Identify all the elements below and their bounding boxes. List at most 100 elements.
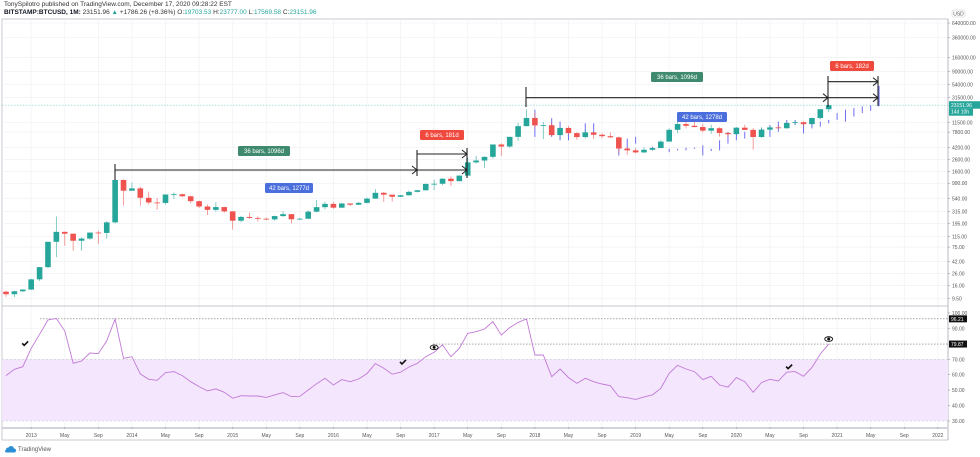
candle[interactable] bbox=[120, 179, 127, 206]
candle[interactable] bbox=[95, 230, 102, 245]
candle[interactable] bbox=[229, 211, 236, 230]
candle[interactable] bbox=[187, 195, 194, 204]
candle[interactable] bbox=[288, 214, 295, 224]
candle[interactable] bbox=[145, 191, 152, 205]
candle[interactable] bbox=[263, 217, 270, 220]
candle[interactable] bbox=[372, 189, 379, 199]
candle[interactable] bbox=[725, 132, 731, 137]
tradingview-brand[interactable]: TradingView bbox=[18, 446, 52, 453]
candle[interactable] bbox=[708, 124, 714, 134]
candle[interactable] bbox=[809, 117, 815, 126]
candle[interactable] bbox=[456, 175, 463, 182]
candle[interactable] bbox=[716, 127, 723, 137]
candle[interactable] bbox=[355, 201, 362, 205]
candle[interactable] bbox=[297, 217, 303, 220]
candle[interactable] bbox=[28, 278, 34, 291]
candle[interactable] bbox=[70, 233, 76, 251]
candle[interactable] bbox=[112, 179, 118, 224]
candle[interactable] bbox=[280, 211, 286, 218]
rsi-line[interactable] bbox=[5, 317, 830, 400]
candle[interactable] bbox=[582, 130, 589, 139]
candle[interactable] bbox=[11, 290, 18, 297]
candle[interactable] bbox=[78, 237, 85, 251]
candle[interactable] bbox=[422, 183, 429, 191]
candle[interactable] bbox=[397, 194, 404, 197]
candle[interactable] bbox=[574, 132, 580, 140]
candle[interactable] bbox=[204, 204, 211, 215]
candle[interactable] bbox=[473, 155, 479, 164]
symbol-name[interactable]: BITSTAMP:BTCUSD, 1M: bbox=[4, 9, 81, 16]
candle[interactable] bbox=[616, 136, 622, 153]
candle[interactable] bbox=[255, 216, 261, 222]
candle[interactable] bbox=[271, 215, 278, 221]
candle[interactable] bbox=[53, 216, 60, 258]
candle[interactable] bbox=[330, 202, 337, 209]
candle[interactable] bbox=[213, 202, 219, 212]
candle[interactable] bbox=[221, 206, 228, 213]
candle[interactable] bbox=[154, 197, 160, 210]
candle[interactable] bbox=[817, 108, 824, 120]
candle[interactable] bbox=[61, 231, 68, 246]
candle[interactable] bbox=[540, 121, 547, 140]
candle[interactable] bbox=[599, 133, 605, 139]
candle[interactable] bbox=[590, 132, 597, 140]
candle[interactable] bbox=[800, 121, 807, 127]
candle[interactable] bbox=[658, 140, 664, 149]
candle[interactable] bbox=[389, 194, 395, 202]
candle[interactable] bbox=[431, 179, 437, 191]
candle[interactable] bbox=[380, 191, 387, 202]
candle[interactable] bbox=[414, 189, 421, 193]
candle[interactable] bbox=[565, 126, 572, 135]
candle[interactable] bbox=[464, 157, 471, 176]
candle[interactable] bbox=[825, 104, 832, 113]
candle[interactable] bbox=[246, 212, 253, 219]
candle[interactable] bbox=[196, 200, 202, 208]
candle[interactable] bbox=[179, 193, 186, 198]
measurement-annotations[interactable]: 36 bars, 1096d 6 bars, 181d 42 bars, 1277d… bbox=[114, 61, 879, 193]
candle[interactable] bbox=[448, 176, 454, 186]
candle[interactable] bbox=[733, 127, 740, 136]
candle[interactable] bbox=[162, 194, 169, 205]
candle[interactable] bbox=[45, 241, 51, 269]
candle[interactable] bbox=[624, 146, 631, 155]
price-axis[interactable]: 640000.00 360000.00 160000.00 90000.00 54000… bbox=[948, 9, 980, 425]
candle[interactable] bbox=[741, 124, 748, 131]
candle[interactable] bbox=[632, 148, 639, 153]
candle[interactable] bbox=[36, 267, 43, 281]
candle[interactable] bbox=[699, 123, 706, 133]
candle[interactable] bbox=[506, 136, 513, 148]
candle[interactable] bbox=[490, 144, 496, 159]
candle[interactable] bbox=[649, 147, 656, 151]
candle[interactable] bbox=[758, 127, 765, 139]
candle[interactable] bbox=[498, 143, 505, 156]
candle[interactable] bbox=[557, 126, 563, 137]
candle[interactable] bbox=[364, 197, 370, 204]
candle[interactable] bbox=[305, 210, 312, 219]
candle[interactable] bbox=[339, 202, 345, 208]
candle[interactable] bbox=[19, 289, 26, 292]
candle[interactable] bbox=[238, 215, 244, 223]
time-axis[interactable]: 2013 May Sep 2014 May Sep 2015 May Sep 2016 May Sep… bbox=[26, 427, 944, 439]
candle[interactable] bbox=[607, 132, 614, 138]
candle[interactable] bbox=[532, 112, 538, 129]
candle[interactable] bbox=[775, 125, 782, 129]
candle[interactable] bbox=[322, 201, 328, 210]
candle[interactable] bbox=[171, 192, 177, 199]
candle[interactable] bbox=[792, 120, 798, 125]
candle[interactable] bbox=[666, 128, 673, 142]
candle[interactable] bbox=[641, 147, 647, 153]
candle[interactable] bbox=[767, 125, 773, 132]
candle[interactable] bbox=[548, 122, 555, 137]
candle[interactable] bbox=[406, 190, 412, 196]
candle[interactable] bbox=[137, 186, 144, 206]
candle[interactable] bbox=[347, 203, 353, 207]
candle[interactable] bbox=[481, 156, 488, 169]
candle[interactable] bbox=[3, 290, 9, 297]
candle[interactable] bbox=[783, 122, 790, 129]
candle[interactable] bbox=[313, 200, 320, 213]
candle[interactable] bbox=[515, 122, 521, 141]
candle[interactable] bbox=[523, 109, 530, 127]
candle[interactable] bbox=[103, 221, 110, 239]
candle[interactable] bbox=[129, 182, 135, 191]
